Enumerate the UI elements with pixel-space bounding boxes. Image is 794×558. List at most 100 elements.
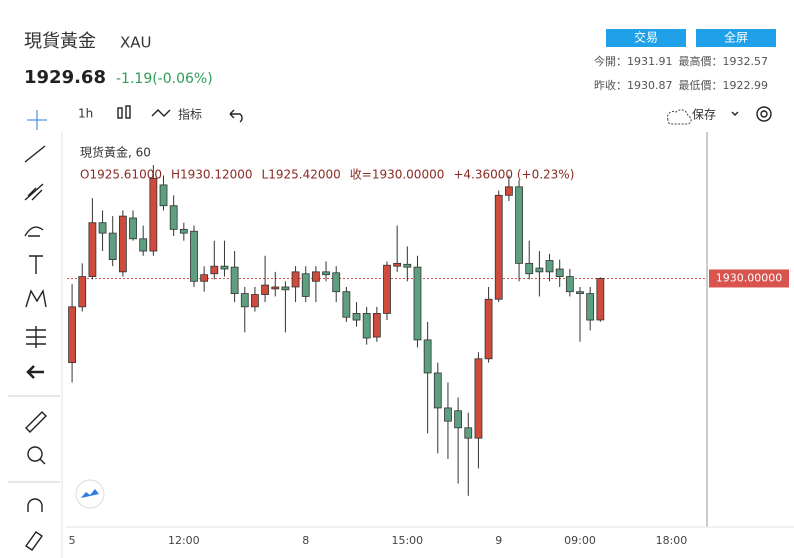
fib-tool[interactable] [24,183,44,201]
x-tick-label: 18:00 [656,534,688,547]
last-price-tag [709,269,789,288]
zoom-tool[interactable] [39,458,46,465]
candle-body [433,372,442,409]
interval[interactable]: 1h [78,107,93,121]
pattern-tool[interactable] [25,289,47,308]
settings-icon[interactable] [760,110,768,118]
candle-body [261,284,269,295]
lock-tool[interactable] [25,531,43,551]
candle-body [149,177,158,252]
candle-body [291,271,300,288]
indicators[interactable]: 指标 [178,107,202,122]
measure-tool[interactable] [26,326,46,348]
text-tool[interactable] [29,255,43,274]
candle-body [169,205,178,230]
candle-body [271,286,280,290]
candle-body [200,274,209,282]
line-tool[interactable] [24,145,46,163]
stat-label: 今開： [594,54,627,68]
undo-icon[interactable] [229,109,243,123]
candle-body [423,339,432,374]
candle-body [576,291,584,294]
stat-label: 昨收： [594,78,627,92]
dropdown-icon[interactable] [731,111,739,116]
zoom-tool[interactable] [27,446,43,462]
logo-button[interactable] [75,479,105,509]
plot [67,165,707,496]
x-tick-label: 5 [69,534,76,547]
legend-title: 現货黃金, 60 [80,145,151,160]
indicator-icon[interactable] [151,109,171,117]
ohlc-value: O1925.61000 [80,168,162,182]
candle-body [98,222,107,234]
candle-body [525,262,534,275]
ohlc-value: H1930.12000 [171,168,253,182]
candle-body [251,294,259,308]
candle-body [352,313,361,321]
brush-tool[interactable] [24,226,44,237]
stat-label: 最高價： [679,54,723,68]
candle-body [505,186,513,196]
candle-body [118,215,127,273]
candle-body [240,293,249,308]
candle-body [281,286,290,291]
candle-body [108,232,117,260]
cloud-icon[interactable] [666,109,692,125]
x-tick-label: 15:00 [391,534,423,547]
candle-body [393,262,402,267]
candle-body [68,306,76,363]
candle-body [545,260,554,273]
candle-body [190,230,198,282]
candle-body [484,298,493,360]
ohlc-value: 收=1930.00000 [350,168,445,182]
candle-body [342,291,351,318]
candle-body [301,273,310,297]
fullscreen-button-label[interactable]: 全屏 [724,30,748,45]
candle-body [220,265,229,270]
fullscreen-button[interactable] [696,29,776,47]
trade-button-label[interactable]: 交易 [634,30,658,45]
candle-body [403,263,412,268]
candle-body [88,222,97,277]
candle-body [362,313,371,339]
stat-value: 1922.99 [723,79,769,92]
candle-body [311,271,320,282]
candle-body [494,194,503,300]
symbol: XAU [120,34,152,52]
ruler-tool[interactable] [25,411,47,433]
candle-body [596,278,605,321]
candle-body [454,410,463,429]
candle-body [383,264,391,314]
ohlc-legend: O1925.61000 H1930.12000 L1925.42000 收=1930.… [80,168,574,182]
stat-label: 最低價： [679,78,723,92]
stat-value: 1932.57 [723,55,769,68]
last-price-label: 1930.00000 [716,271,782,284]
candle-body [230,266,239,294]
candle-body [444,407,452,422]
candle-body [332,272,341,293]
trade-button[interactable] [606,29,686,47]
candle-body [515,186,523,264]
candle-body [565,276,574,293]
stats: 今開： 1931.91 最高價： 1932.57 昨收： 1930.87 最低價： 1922.… [594,54,768,92]
left-toolbar [8,145,60,551]
ohlc-value: +4.36000 (+0.23%) [453,168,574,182]
x-tick-label: 12:00 [168,534,200,547]
save[interactable]: 保存 [692,108,716,122]
ohlc-value: L1925.42000 [262,168,341,182]
change: -1.19(-0.06%) [116,71,213,87]
candle-body [372,313,381,338]
candle-body [464,427,473,439]
back-tool[interactable] [26,365,44,379]
x-tick-label: 9 [495,534,502,547]
candle-icon[interactable] [117,105,131,119]
stat-value: 1930.87 [627,79,673,92]
candle-body [139,238,148,252]
candle-body [586,293,595,321]
settings-icon[interactable] [756,106,772,122]
candle-body [555,268,564,277]
magnet-tool[interactable] [27,498,43,512]
logo [81,489,99,498]
